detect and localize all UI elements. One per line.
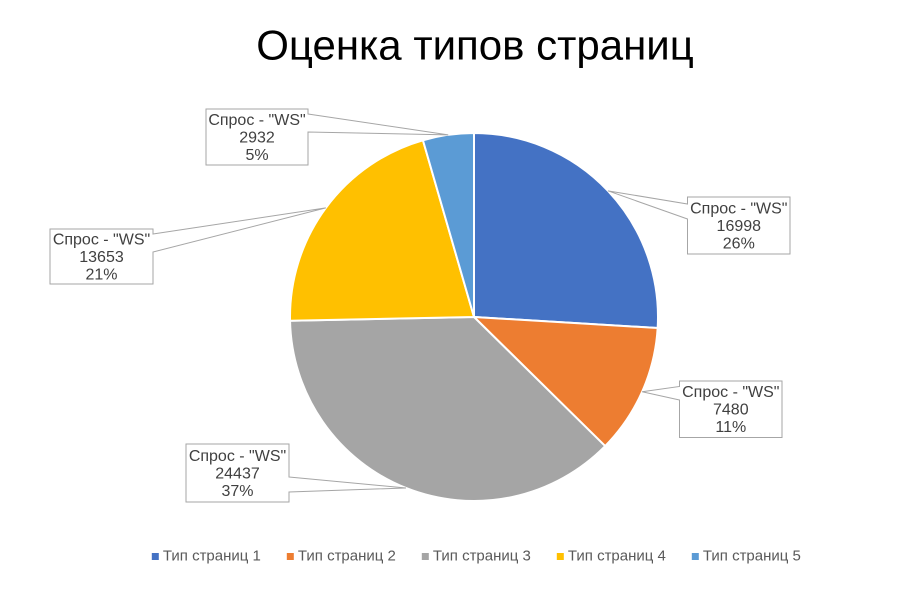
svg-text:Тип страниц 2: Тип страниц 2 (298, 548, 396, 565)
svg-text:Оценка типов страниц: Оценка типов страниц (256, 21, 694, 68)
svg-text:24437: 24437 (215, 465, 260, 482)
svg-text:37%: 37% (221, 483, 253, 500)
svg-text:Спрос - "WS": Спрос - "WS" (682, 384, 779, 401)
svg-text:16998: 16998 (717, 218, 762, 235)
svg-text:5%: 5% (245, 147, 268, 164)
svg-text:Спрос - "WS": Спрос - "WS" (690, 201, 787, 218)
svg-text:26%: 26% (723, 235, 755, 252)
svg-text:11%: 11% (715, 419, 746, 436)
svg-text:21%: 21% (85, 266, 117, 283)
svg-text:Тип страниц 5: Тип страниц 5 (703, 548, 801, 565)
svg-text:Тип страниц 4: Тип страниц 4 (568, 548, 666, 565)
svg-text:13653: 13653 (79, 249, 124, 266)
svg-text:7480: 7480 (713, 402, 749, 419)
svg-text:Спрос - "WS": Спрос - "WS" (189, 448, 286, 465)
svg-text:2932: 2932 (239, 129, 275, 146)
svg-text:Тип страниц 3: Тип страниц 3 (433, 548, 531, 565)
svg-text:Тип страниц 1: Тип страниц 1 (163, 548, 261, 565)
svg-text:Спрос - "WS": Спрос - "WS" (53, 232, 150, 249)
svg-text:Спрос - "WS": Спрос - "WS" (208, 112, 305, 129)
